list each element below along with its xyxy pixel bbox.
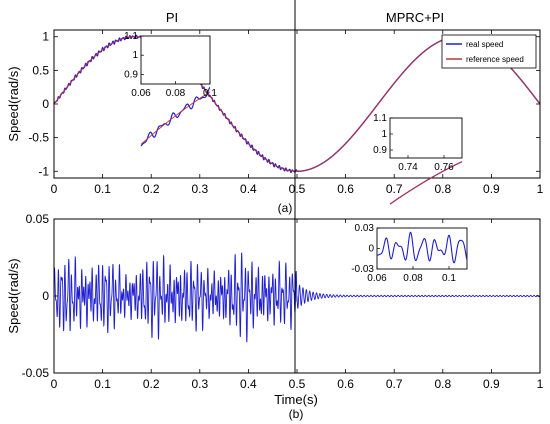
legend-label-real: real speed <box>466 40 503 49</box>
inset-xtick-label: 0.1 <box>203 88 217 99</box>
inset-a1: 1.1 1 0.9 0.06 0.08 0.1 <box>124 31 217 147</box>
xtick-label: 0.4 <box>240 377 257 391</box>
xtick-label: 0.2 <box>143 182 160 196</box>
inset-xtick-label: 0.1 <box>442 273 456 284</box>
inset-ytick-label: 0.03 <box>355 223 375 234</box>
panel-b-plot <box>53 252 541 343</box>
xtick-label: 0.7 <box>386 182 403 196</box>
inset-xtick-label: 0.76 <box>434 162 454 173</box>
inset-ytick-label: 1.1 <box>124 31 138 42</box>
panel-a-xticks: 0 0.1 0.2 0.3 0.4 0.5 0.6 0.7 0.8 0.9 1 <box>51 30 544 196</box>
region-label-pi: PI <box>166 10 178 25</box>
inset-ytick-label: 0.9 <box>373 145 387 156</box>
inset-ytick-label: 1.1 <box>373 113 387 124</box>
inset-xtick-label: 0.06 <box>367 273 387 284</box>
inset-ytick-label: 0 <box>368 244 374 255</box>
panel-a-yticks: -1 -0.5 0 0.5 1 <box>28 30 540 178</box>
region-label-mprc-pi: MPRC+PI <box>386 10 444 25</box>
inset-series-reference <box>389 161 463 205</box>
xtick-label: 0.6 <box>337 377 354 391</box>
ytick-label: 1 <box>42 30 49 44</box>
panel-b-xlabel: Time(s) <box>274 392 318 407</box>
xtick-label: 0.9 <box>483 377 500 391</box>
panel-b-label: (b) <box>289 407 304 421</box>
xtick-label: 0.7 <box>386 377 403 391</box>
panel-b-ylabel: Speed(rad/s) <box>6 258 21 333</box>
inset-series-error <box>376 231 468 264</box>
ytick-label: 0.5 <box>32 63 49 77</box>
xtick-label: 0.8 <box>434 182 451 196</box>
xtick-label: 0.1 <box>94 377 111 391</box>
ytick-label: -1 <box>38 164 49 178</box>
xtick-label: 0.9 <box>483 182 500 196</box>
xtick-label: 1 <box>537 377 544 391</box>
panel-a: PI MPRC+PI -1-0.500.51 0 0.1 0.2 0.3 0.4 0.5 0… <box>6 10 544 215</box>
inset-ytick-label: -0.03 <box>351 264 374 275</box>
ytick-label: 0.05 <box>26 212 50 226</box>
inset-xtick-label: 0.74 <box>398 162 418 173</box>
xtick-label: 1 <box>537 182 544 196</box>
inset-xtick-label: 0.08 <box>166 88 186 99</box>
ytick-label: 0 <box>42 289 49 303</box>
inset-xtick-label: 0.08 <box>403 273 423 284</box>
ytick-label: 0 <box>42 97 49 111</box>
inset-ytick-label: 1 <box>381 129 387 140</box>
inset-b: 0.03 0 -0.030.06 0.08 0.1 <box>351 223 468 284</box>
xtick-label: 0.5 <box>289 377 306 391</box>
xtick-label: 0.3 <box>191 182 208 196</box>
ytick-label: -0.5 <box>28 131 49 145</box>
xtick-label: 0.1 <box>94 182 111 196</box>
legend: real speed reference speed <box>441 34 537 69</box>
xtick-label: 0.2 <box>143 377 160 391</box>
panel-b-xticks: 0 0.1 0.2 0.3 0.4 0.5 0.6 0.7 0.8 0.9 1 <box>51 219 544 391</box>
series-speed-error <box>53 252 541 343</box>
xtick-label: 0.8 <box>434 377 451 391</box>
xtick-label: 0.3 <box>191 377 208 391</box>
xtick-label: 0.4 <box>240 182 257 196</box>
legend-label-reference: reference speed <box>466 55 524 64</box>
inset-series-reference <box>140 91 211 145</box>
xtick-label: 0 <box>51 182 58 196</box>
panel-a-label: (a) <box>278 201 293 215</box>
xtick-label: 0.6 <box>337 182 354 196</box>
xtick-label: 0 <box>51 377 58 391</box>
panel-b-yticks: 0.05 0 -0.05 <box>22 212 540 380</box>
panel-a-ylabel: Speed(rad/s) <box>6 66 21 141</box>
inset-xtick-label: 0.06 <box>131 88 151 99</box>
ytick-label: -0.05 <box>22 366 50 380</box>
inset-ytick-label: 1 <box>132 50 138 61</box>
xtick-label: 0.5 <box>289 182 306 196</box>
panel-b: 0.050-0.05 0 0.1 0.2 0.3 0.4 0.5 0.6 0.7 0.8 0.9 1… <box>6 212 544 421</box>
inset-a2: 1.1 1 0.9 0.74 0.76 <box>373 113 463 205</box>
inset-ytick-label: 0.9 <box>124 69 138 80</box>
